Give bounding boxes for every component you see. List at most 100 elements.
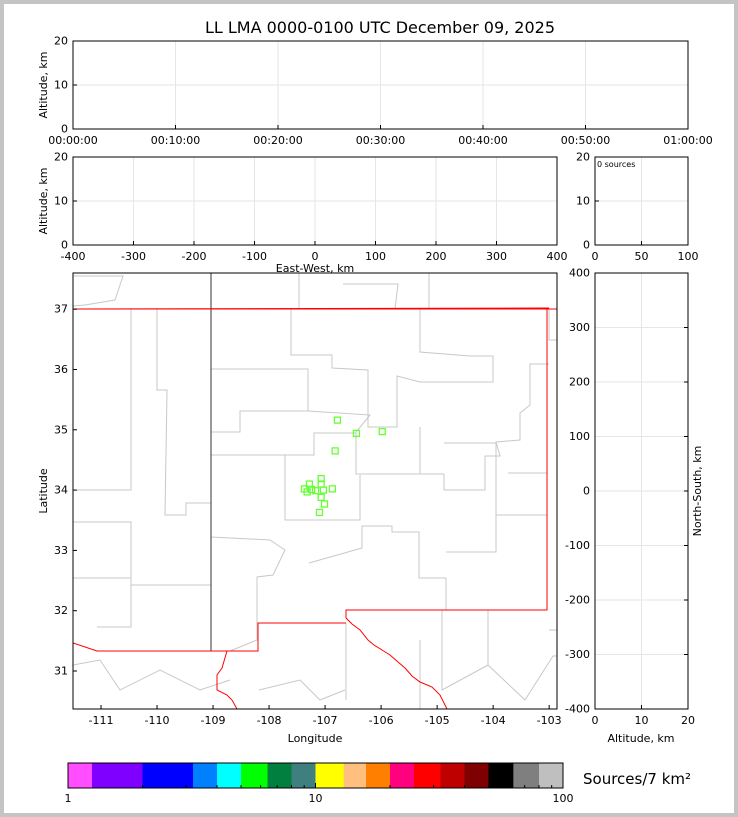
- y-axis-label: Altitude, km: [37, 51, 50, 118]
- x-tick-label: 0: [592, 250, 599, 263]
- x-tick-label: -110: [145, 714, 170, 727]
- y-tick-label: -400: [565, 703, 590, 716]
- colorbar-segment: [291, 763, 316, 788]
- chart-title: LL LMA 0000-0100 UTC December 09, 2025: [205, 18, 555, 37]
- county-boundary: [156, 309, 211, 516]
- y-tick-label: 0: [61, 123, 68, 136]
- county-boundary: [290, 309, 494, 428]
- x-tick-label: 10: [635, 714, 649, 727]
- y-tick-label: 0: [583, 239, 590, 252]
- x-axis-label: East-West, km: [276, 262, 354, 275]
- x-tick-label: -109: [201, 714, 226, 727]
- ns-height-frame: [594, 272, 689, 710]
- colorbar-segment: [539, 763, 564, 788]
- colorbar-segment: [91, 763, 144, 788]
- county-boundary: [229, 623, 258, 652]
- y-tick-label: 10: [576, 195, 590, 208]
- source-point: [331, 447, 339, 455]
- colorbar-segment: [315, 763, 345, 788]
- y-axis-label: Altitude, km: [37, 167, 50, 234]
- source-point: [352, 429, 361, 438]
- county-boundary: [211, 368, 309, 433]
- colorbar-segment: [413, 763, 442, 788]
- ew-height-frame: [72, 156, 558, 246]
- county-boundary: [73, 659, 231, 691]
- source-point: [319, 486, 328, 494]
- source-point: [320, 500, 329, 508]
- y-tick-label: 10: [54, 79, 68, 92]
- x-tick-label: -108: [257, 714, 282, 727]
- x-tick-label: -104: [481, 714, 506, 727]
- plan-map: [73, 273, 557, 709]
- x-tick-label: 400: [547, 250, 568, 263]
- colorbar-segment: [240, 763, 269, 788]
- figure: LL LMA 0000-0100 UTC December 09, 2025 00…: [4, 4, 734, 813]
- x-tick-label: -106: [369, 714, 394, 727]
- x-tick-label: 00:40:00: [458, 134, 507, 147]
- x-tick-label: -105: [425, 714, 450, 727]
- y-tick-label: -300: [565, 648, 590, 661]
- source-point: [328, 485, 337, 493]
- x-tick-label: 0: [312, 250, 319, 263]
- y-tick-label: 10: [54, 195, 68, 208]
- colorbar-tick-label: 10: [309, 792, 323, 805]
- time-height-frame: [72, 40, 689, 130]
- x-tick-label: -200: [182, 250, 207, 263]
- x-tick-label: 01:00:00: [663, 134, 712, 147]
- colorbar-segment: [366, 763, 391, 788]
- x-tick-label: -400: [61, 250, 86, 263]
- colorbar-segment: [343, 763, 367, 788]
- colorbar-segment: [217, 763, 242, 788]
- x-tick-label: 100: [678, 250, 699, 263]
- y-tick-label: -200: [565, 594, 590, 607]
- y-tick-label: 0: [61, 239, 68, 252]
- county-boundary: [345, 623, 421, 709]
- y-tick-label: 0: [583, 485, 590, 498]
- county-boundary: [308, 525, 447, 610]
- y-tick-label: 20: [54, 35, 68, 48]
- county-boundary: [307, 410, 421, 475]
- x-tick-label: 20: [681, 714, 695, 727]
- colorbar-segment: [390, 763, 415, 788]
- source-point: [315, 508, 324, 517]
- county-boundary: [73, 275, 124, 307]
- county-boundary: [496, 472, 548, 516]
- county-boundary: [258, 679, 346, 701]
- histogram-frame: [594, 156, 689, 246]
- colorbar-segment: [464, 763, 489, 788]
- county-boundary: [343, 283, 399, 310]
- county-boundary: [420, 363, 549, 491]
- y-tick-label: 100: [569, 430, 590, 443]
- source-point: [378, 427, 386, 436]
- y-tick-label: 33: [54, 544, 68, 557]
- x-axis-label: Altitude, km: [607, 732, 674, 745]
- x-tick-label: -300: [121, 250, 146, 263]
- y-tick-label: 20: [54, 151, 68, 164]
- x-tick-label: 00:20:00: [253, 134, 302, 147]
- x-tick-label: 00:10:00: [151, 134, 200, 147]
- county-boundary: [285, 432, 356, 456]
- y-tick-label: 37: [54, 303, 68, 316]
- source-point: [317, 493, 325, 501]
- y-axis-label: Latitude: [37, 468, 50, 514]
- lma-figure: LL LMA 0000-0100 UTC December 09, 202500…: [37, 18, 713, 805]
- county-boundary: [210, 536, 286, 623]
- y-tick-label: 300: [569, 321, 590, 334]
- colorbar-segment: [267, 763, 293, 788]
- y-tick-label: 400: [569, 267, 590, 280]
- colorbar-segment: [193, 763, 218, 788]
- x-tick-label: -107: [313, 714, 338, 727]
- y-tick-label: -100: [565, 539, 590, 552]
- y-tick-label: 36: [54, 363, 68, 376]
- sources-count: 0 sources: [597, 160, 635, 169]
- x-tick-label: 00:00:00: [48, 134, 97, 147]
- county-boundary: [73, 577, 132, 628]
- plan-view-frame: [72, 272, 558, 710]
- source-point: [311, 487, 320, 495]
- x-tick-label: 100: [365, 250, 386, 263]
- colorbar-segment: [142, 763, 194, 788]
- y-tick-label: 35: [54, 423, 68, 436]
- y-tick-label: 34: [54, 484, 68, 497]
- county-boundary: [444, 442, 497, 553]
- y-tick-label: 32: [54, 604, 68, 617]
